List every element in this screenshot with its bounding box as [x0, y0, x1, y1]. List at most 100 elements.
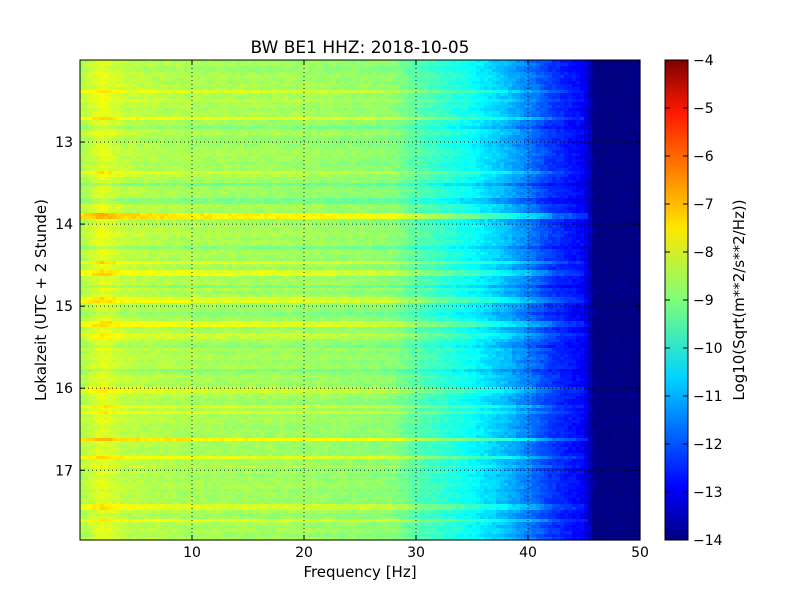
- heatmap-cell: [620, 87, 625, 91]
- heatmap-cell: [92, 123, 97, 127]
- heatmap-cell: [484, 60, 489, 64]
- heatmap-cell: [132, 78, 137, 82]
- heatmap-cell: [524, 84, 529, 88]
- heatmap-cell: [96, 84, 101, 88]
- heatmap-cell: [88, 114, 93, 118]
- heatmap-cell: [376, 72, 381, 76]
- heatmap-cell: [496, 60, 501, 64]
- heatmap-cell: [380, 123, 385, 127]
- heatmap-cell: [140, 138, 145, 142]
- heatmap-cell: [300, 87, 305, 91]
- heatmap-cell: [196, 105, 201, 109]
- heatmap-cell: [456, 132, 461, 136]
- heatmap-cell: [216, 135, 221, 139]
- heatmap-cell: [500, 96, 505, 100]
- heatmap-cell: [596, 135, 601, 139]
- heatmap-cell: [564, 87, 569, 91]
- heatmap-cell: [540, 129, 545, 133]
- heatmap-cell: [364, 138, 369, 142]
- heatmap-cell: [572, 123, 577, 127]
- heatmap-cell: [540, 102, 545, 106]
- heatmap-cell: [400, 108, 405, 112]
- heatmap-cell: [424, 84, 429, 88]
- heatmap-cell: [240, 75, 245, 79]
- heatmap-cell: [368, 78, 373, 82]
- heatmap-cell: [216, 132, 221, 136]
- heatmap-cell: [472, 93, 477, 97]
- heatmap-cell: [520, 123, 525, 127]
- heatmap-cell: [164, 99, 169, 103]
- heatmap-cell: [88, 126, 93, 130]
- heatmap-cell: [492, 66, 497, 70]
- heatmap-cell: [504, 87, 509, 91]
- heatmap-cell: [308, 114, 313, 118]
- heatmap-cell: [456, 111, 461, 115]
- heatmap-cell: [432, 117, 437, 121]
- heatmap-cell: [620, 60, 625, 64]
- heatmap-cell: [328, 135, 333, 139]
- heatmap-cell: [160, 126, 165, 130]
- heatmap-cell: [332, 132, 337, 136]
- heatmap-cell: [380, 111, 385, 115]
- heatmap-cell: [212, 126, 217, 130]
- heatmap-cell: [476, 84, 481, 88]
- heatmap-cell: [104, 144, 109, 148]
- heatmap-cell: [288, 126, 293, 130]
- heatmap-cell: [616, 132, 621, 136]
- heatmap-cell: [288, 60, 293, 64]
- heatmap-cell: [344, 90, 349, 94]
- heatmap-cell: [164, 93, 169, 97]
- heatmap-cell: [364, 75, 369, 79]
- heatmap-cell: [568, 114, 573, 118]
- heatmap-cell: [568, 99, 573, 103]
- heatmap-cell: [468, 108, 473, 112]
- heatmap-cell: [144, 135, 149, 139]
- heatmap-cell: [292, 72, 297, 76]
- heatmap-cell: [548, 123, 553, 127]
- heatmap-cell: [624, 75, 629, 79]
- heatmap-cell: [120, 87, 125, 91]
- heatmap-cell: [188, 132, 193, 136]
- heatmap-cell: [432, 78, 437, 82]
- heatmap-cell: [260, 72, 265, 76]
- heatmap-cell: [564, 132, 569, 136]
- heatmap-cell: [572, 72, 577, 76]
- heatmap-cell: [576, 123, 581, 127]
- heatmap-cell: [304, 87, 309, 91]
- heatmap-cell: [276, 141, 281, 145]
- heatmap-cell: [620, 120, 625, 124]
- heatmap-cell: [208, 87, 213, 91]
- heatmap-cell: [336, 96, 341, 100]
- heatmap-cell: [612, 87, 617, 91]
- heatmap-cell: [112, 117, 117, 121]
- heatmap-cell: [324, 108, 329, 112]
- heatmap-cell: [132, 108, 137, 112]
- heatmap-cell: [272, 66, 277, 70]
- heatmap-cell: [440, 78, 445, 82]
- heatmap-cell: [628, 141, 633, 145]
- heatmap-cell: [240, 93, 245, 97]
- heatmap-cell: [164, 105, 169, 109]
- heatmap-cell: [412, 105, 417, 109]
- heatmap-cell: [300, 141, 305, 145]
- heatmap-cell: [80, 99, 85, 103]
- heatmap-cell: [636, 99, 641, 103]
- heatmap-cell: [540, 66, 545, 70]
- heatmap-cell: [152, 105, 157, 109]
- heatmap-cell: [164, 114, 169, 118]
- heatmap-cell: [484, 69, 489, 73]
- heatmap-cell: [108, 93, 113, 97]
- heatmap-cell: [464, 132, 469, 136]
- heatmap-cell: [204, 63, 209, 67]
- heatmap-cell: [404, 81, 409, 85]
- heatmap-cell: [556, 123, 561, 127]
- heatmap-cell: [84, 138, 89, 142]
- heatmap-cell: [424, 108, 429, 112]
- heatmap-cell: [452, 90, 457, 94]
- heatmap-cell: [192, 126, 197, 130]
- heatmap-cell: [580, 84, 585, 88]
- heatmap-cell: [628, 93, 633, 97]
- heatmap-cell: [372, 84, 377, 88]
- heatmap-cell: [192, 135, 197, 139]
- heatmap-cell: [344, 63, 349, 67]
